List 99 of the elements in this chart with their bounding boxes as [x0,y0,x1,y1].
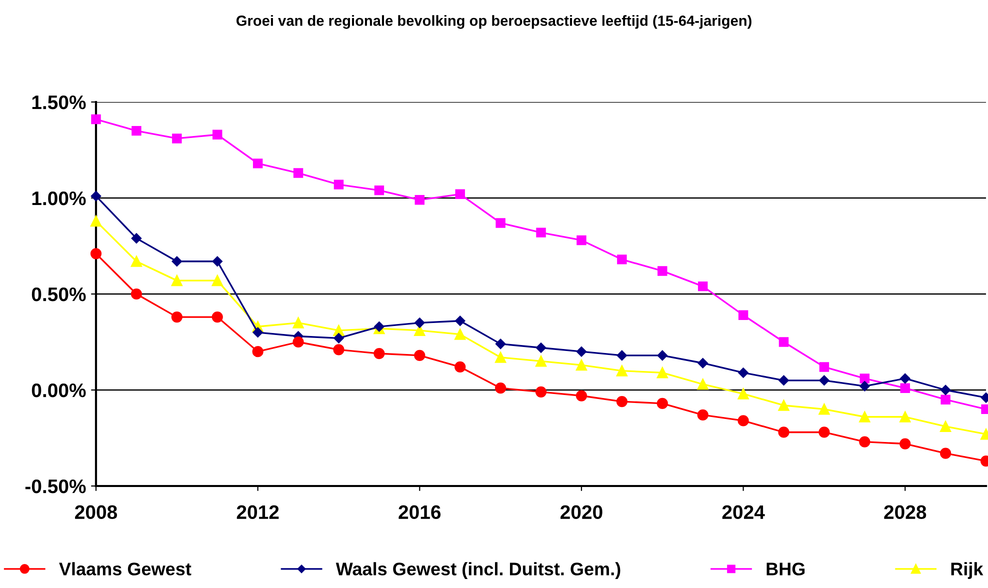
y-tick-label: 1.00% [32,191,86,206]
point [212,311,223,323]
point [414,195,425,205]
y-tick-label: 0.50% [32,287,86,302]
point [454,361,466,373]
point [697,409,708,421]
point [212,130,222,140]
point [131,233,142,244]
point [657,350,668,361]
legend-label: BHG [766,562,805,576]
point [171,311,182,323]
point [900,373,910,384]
point [900,383,910,393]
point [778,426,790,438]
point [252,158,263,168]
point [940,420,952,432]
point [414,350,426,361]
point [130,256,142,267]
point [697,378,708,390]
point [738,310,748,320]
point [252,327,263,338]
point [940,384,951,396]
point [252,346,264,358]
point [778,400,790,411]
point [454,316,466,326]
point [172,256,182,266]
y-tick-label: -0.50% [25,479,86,494]
point [819,375,830,386]
point [778,337,789,347]
point [656,398,668,409]
point [495,338,506,350]
point [940,394,950,404]
point [698,358,708,368]
point [535,356,547,367]
point [132,126,142,136]
point [374,322,384,332]
point [859,411,870,422]
point [860,374,870,384]
point [656,367,668,378]
point [333,344,344,356]
point [778,375,789,386]
point [455,189,465,200]
point [90,215,102,227]
point [616,350,628,361]
point [212,256,222,266]
point [819,362,830,372]
point [738,388,749,400]
point [171,275,182,286]
point [859,436,870,448]
point [616,396,628,408]
point [658,266,668,276]
chart-title: Groei van de regionale bevolking op beroepsactieve leeftijd (15-64-jarigen) [236,15,752,29]
point [90,190,102,202]
point [900,438,911,450]
point [374,348,385,360]
x-tick-label: 2028 [884,505,926,520]
point [698,281,708,292]
point [535,386,547,398]
point [576,235,586,246]
point [374,185,384,196]
x-tick-label: 2024 [722,505,765,520]
x-tick-label: 2012 [236,505,279,520]
point [616,365,628,376]
point [292,317,304,328]
point [818,404,830,415]
legend-label: Waals Gewest (incl. Duitst. Gem.) [336,562,620,579]
point [536,228,546,238]
y-tick-label: 1.50% [32,95,86,110]
point [496,218,506,228]
x-tick-label: 2020 [560,505,602,520]
point [454,328,466,340]
point [91,114,101,124]
legend-label: Rijk [951,562,984,579]
point [576,390,588,402]
point [130,288,142,300]
point [334,333,344,344]
point [172,134,182,144]
point [738,368,748,378]
point [617,254,627,264]
point [212,275,223,286]
point [940,448,952,459]
point [293,168,304,178]
point [536,342,546,353]
point [818,426,830,438]
point [90,248,102,260]
point [292,336,304,348]
x-tick-label: 2016 [398,505,441,520]
point [900,411,911,422]
legend-label: Vlaams Gewest [59,562,192,576]
x-tick-label: 2008 [75,505,118,520]
point [414,318,425,328]
point [576,346,587,357]
point [495,352,506,363]
point [860,381,870,392]
point [576,359,588,371]
point [334,180,344,190]
y-tick-label: 0.00% [32,383,86,398]
point [738,415,749,426]
point [495,382,506,394]
